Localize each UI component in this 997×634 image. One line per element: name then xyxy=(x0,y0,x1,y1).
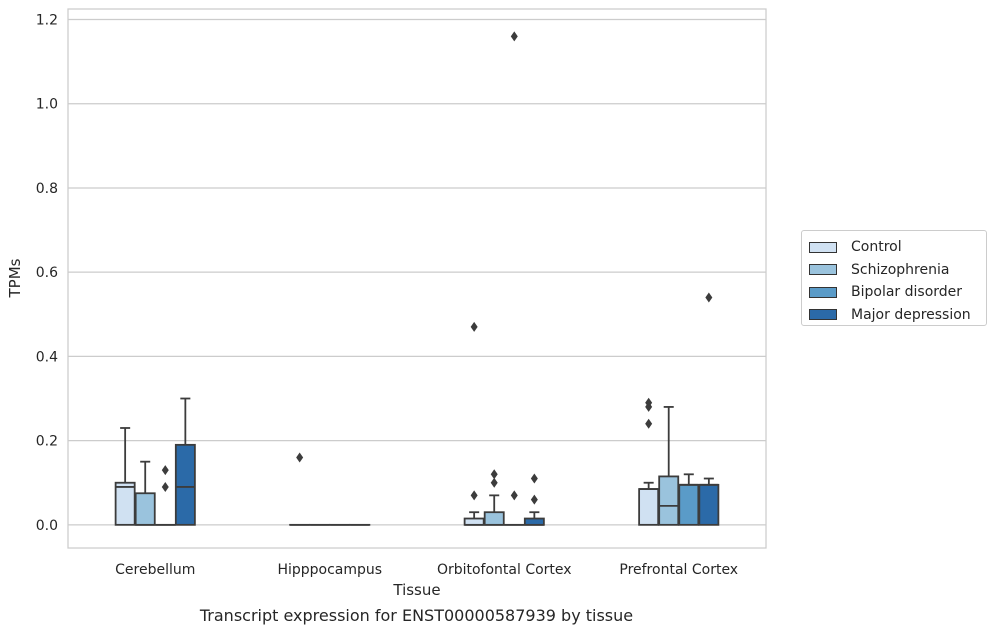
outlier-point xyxy=(470,490,478,501)
outlier-point xyxy=(490,469,498,480)
x-tick-label: Prefrontal Cortex xyxy=(619,562,738,578)
legend-item-schizophrenia: Schizophrenia xyxy=(809,259,986,282)
legend-label: Control xyxy=(851,239,902,256)
box-group xyxy=(658,406,680,526)
y-axis-label: TPMs xyxy=(6,258,24,298)
box xyxy=(483,511,505,526)
outlier-point xyxy=(510,490,518,501)
outlier-point xyxy=(645,397,653,408)
box xyxy=(174,443,196,526)
outlier-point xyxy=(510,31,518,42)
x-tick-label: Hipppocampus xyxy=(277,562,382,578)
outlier-point xyxy=(645,418,653,429)
legend-label: Major depression xyxy=(851,306,971,323)
box xyxy=(658,475,680,526)
outlier-point xyxy=(490,477,498,488)
legend: Control Schizophrenia Bipolar disorder M… xyxy=(801,230,987,326)
legend-swatch-control xyxy=(809,241,837,253)
box xyxy=(523,517,545,526)
legend-item-control: Control xyxy=(809,236,986,259)
x-tick-label: Cerebellum xyxy=(115,562,195,578)
box-group xyxy=(678,473,700,526)
plot-frame xyxy=(67,8,767,549)
y-axis-ticks: 0.0 0.2 0.4 0.6 0.8 1.0 1.2 xyxy=(36,13,58,534)
box xyxy=(638,488,660,526)
x-axis-label: Tissue xyxy=(392,581,440,599)
x-axis-ticks: Cerebellum Hipppocampus Orbitofontal Corte… xyxy=(115,562,738,578)
box-group xyxy=(134,460,156,526)
box-group xyxy=(698,292,720,526)
outlier-point xyxy=(705,292,713,303)
outlier-point xyxy=(161,481,169,492)
y-tick-label: 1.2 xyxy=(36,13,58,29)
y-tick-label: 0.4 xyxy=(36,349,58,365)
legend-item-bipolar-disorder: Bipolar disorder xyxy=(809,281,986,304)
y-tick-label: 1.0 xyxy=(36,97,58,113)
legend-swatch-bipolar-disorder xyxy=(809,286,837,298)
box xyxy=(463,517,485,526)
box xyxy=(678,483,700,526)
outlier-point xyxy=(470,321,478,332)
legend-swatch-major-depression xyxy=(809,309,837,321)
box-group xyxy=(114,427,136,526)
y-tick-label: 0.6 xyxy=(36,265,58,281)
legend-swatch-schizophrenia xyxy=(809,264,837,276)
legend-label: Bipolar disorder xyxy=(851,284,963,301)
legend-item-major-depression: Major depression xyxy=(809,304,986,327)
legend-label: Schizophrenia xyxy=(851,261,950,278)
chart-caption: Transcript expression for ENST0000058793… xyxy=(199,606,634,625)
y-tick-label: 0.8 xyxy=(36,181,58,197)
outlier-point xyxy=(296,452,304,463)
grid-lines xyxy=(68,18,766,526)
box-group xyxy=(174,397,196,526)
box-series xyxy=(114,31,720,526)
box-group xyxy=(523,473,545,526)
y-tick-label: 0.2 xyxy=(36,434,58,450)
box-group xyxy=(483,469,505,526)
x-tick-label: Orbitofontal Cortex xyxy=(437,562,572,578)
box xyxy=(134,492,156,526)
box xyxy=(698,483,720,526)
box-group xyxy=(154,465,176,526)
y-tick-label: 0.0 xyxy=(36,518,58,534)
box-group xyxy=(638,397,660,526)
outlier-point xyxy=(161,465,169,476)
box-group xyxy=(463,321,485,526)
outlier-point xyxy=(530,494,538,505)
box-group xyxy=(289,452,311,526)
outlier-point xyxy=(530,473,538,484)
box xyxy=(114,481,136,526)
box-group xyxy=(503,31,525,526)
